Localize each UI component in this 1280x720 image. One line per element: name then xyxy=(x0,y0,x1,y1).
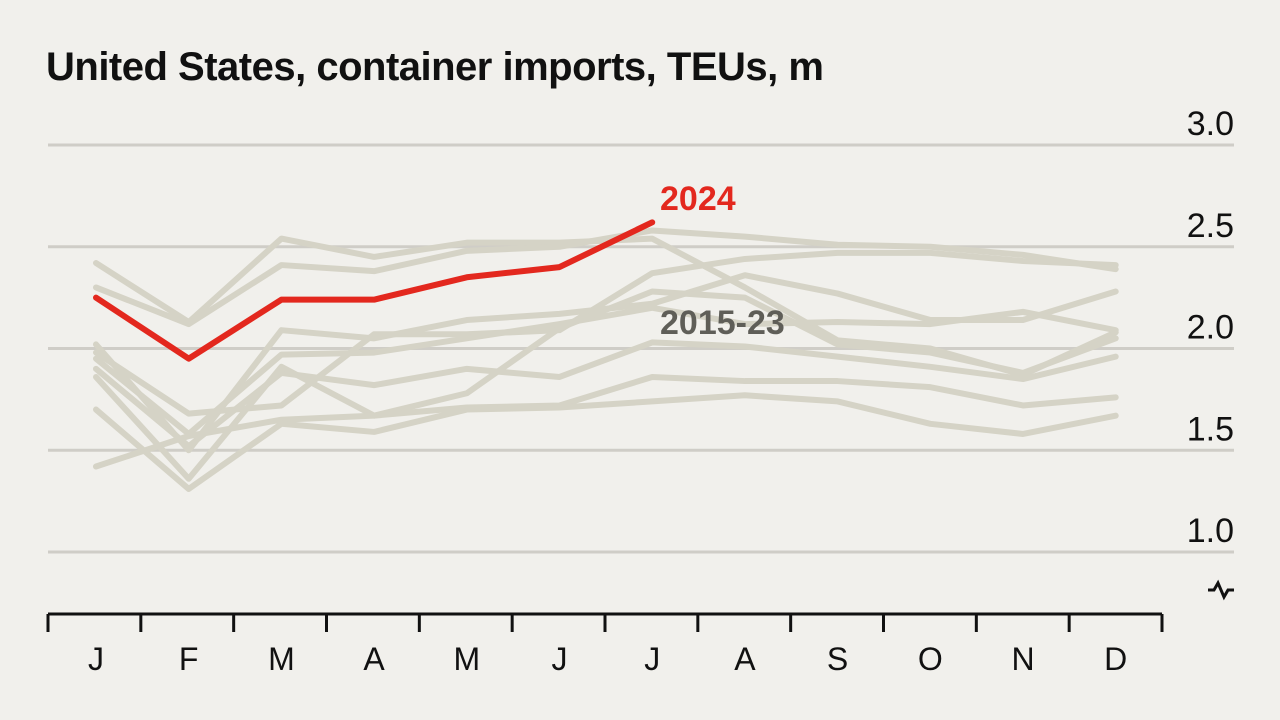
series-line-historical xyxy=(93,304,1119,437)
x-tick-label: A xyxy=(363,641,385,677)
chart-title: United States, container imports, TEUs, … xyxy=(46,45,823,89)
series-line-historical xyxy=(93,373,1119,470)
y-tick-label: 1.5 xyxy=(1187,410,1234,448)
x-tick-label: A xyxy=(734,641,756,677)
y-axis-tick-labels: 1.0 1.5 2.0 2.5 3.0 xyxy=(1187,105,1234,550)
x-tick-label: J xyxy=(644,641,660,677)
x-tick-label: M xyxy=(268,641,295,677)
x-tick-label: N xyxy=(1011,641,1034,677)
x-tick-label: M xyxy=(453,641,480,677)
series-line-historical xyxy=(93,288,1119,482)
axis-break-icon xyxy=(1208,579,1234,601)
y-tick-label: 2.5 xyxy=(1187,207,1234,245)
series-line-historical xyxy=(93,249,1119,417)
y-tick-label: 2.0 xyxy=(1187,309,1234,347)
annotation-2024: 2024 xyxy=(660,180,736,218)
x-tick-label: J xyxy=(552,641,568,677)
x-tick-label: S xyxy=(827,641,848,677)
x-tick-label: F xyxy=(179,641,199,677)
series-line-historical xyxy=(93,392,1119,492)
series-annotations: 2024 2015-23 xyxy=(660,180,785,342)
historical-series-lines xyxy=(93,227,1119,492)
x-tick-label: D xyxy=(1104,641,1127,677)
x-tick-label: O xyxy=(918,641,943,677)
x-tick-label: J xyxy=(88,641,104,677)
annotation-2015-23: 2015-23 xyxy=(660,304,785,342)
highlight-series-lines xyxy=(93,219,656,362)
series-line-historical xyxy=(93,227,1119,328)
y-tick-label: 1.0 xyxy=(1187,512,1234,550)
y-tick-label: 3.0 xyxy=(1187,105,1234,143)
series-line-2024 xyxy=(93,219,656,362)
